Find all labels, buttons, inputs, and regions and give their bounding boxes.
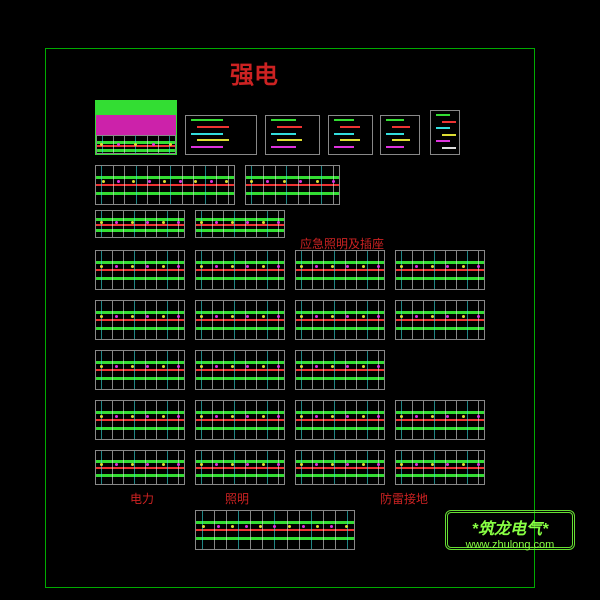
drawing-thumbnail[interactable]	[195, 210, 285, 238]
page-title: 强电	[230, 55, 278, 90]
drawing-thumbnail[interactable]	[185, 115, 257, 155]
drawing-thumbnail[interactable]	[430, 110, 460, 155]
drawing-thumbnail[interactable]	[295, 250, 385, 290]
drawing-thumbnail[interactable]	[395, 300, 485, 340]
drawing-thumbnail[interactable]	[328, 115, 373, 155]
drawing-thumbnail[interactable]	[395, 400, 485, 440]
drawing-thumbnail[interactable]	[380, 115, 420, 155]
drawing-thumbnail[interactable]	[195, 350, 285, 390]
drawing-thumbnail[interactable]	[195, 300, 285, 340]
drawing-thumbnail[interactable]	[95, 350, 185, 390]
drawing-thumbnail[interactable]	[295, 350, 385, 390]
watermark-stamp: *筑龙电气*www.zhulong.com	[445, 510, 575, 550]
drawing-thumbnail[interactable]	[295, 300, 385, 340]
drawing-thumbnail[interactable]	[195, 510, 355, 550]
drawing-thumbnail[interactable]	[395, 450, 485, 485]
stamp-line2: www.zhulong.com	[450, 539, 570, 551]
drawing-thumbnail[interactable]	[195, 450, 285, 485]
drawing-thumbnail[interactable]	[95, 300, 185, 340]
drawing-thumbnail[interactable]	[95, 400, 185, 440]
stamp-line1: *筑龙电气*	[450, 515, 570, 539]
section-label: 电力	[130, 490, 154, 507]
drawing-thumbnail[interactable]	[265, 115, 320, 155]
drawing-thumbnail[interactable]	[95, 450, 185, 485]
drawing-thumbnail[interactable]	[95, 210, 185, 238]
drawing-thumbnail[interactable]	[295, 450, 385, 485]
drawing-thumbnail[interactable]	[195, 250, 285, 290]
drawing-thumbnail[interactable]	[395, 250, 485, 290]
drawing-thumbnail[interactable]	[95, 250, 185, 290]
drawing-thumbnail[interactable]	[295, 400, 385, 440]
drawing-thumbnail[interactable]	[95, 165, 235, 205]
drawing-thumbnail[interactable]	[195, 400, 285, 440]
section-label: 防雷接地	[380, 490, 428, 507]
section-label: 照明	[225, 490, 249, 507]
drawing-thumbnail[interactable]	[95, 100, 177, 155]
drawing-thumbnail[interactable]	[245, 165, 340, 205]
